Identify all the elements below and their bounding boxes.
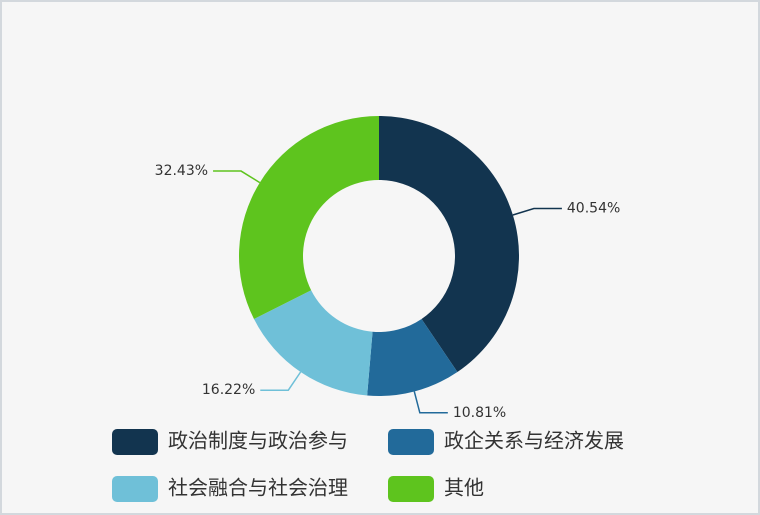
donut-slice	[367, 318, 458, 396]
donut-slice	[379, 116, 519, 372]
data-label: 40.54%	[567, 201, 620, 217]
donut-slice	[253, 290, 373, 396]
legend-label: 其他	[444, 476, 484, 500]
leader-line	[512, 207, 562, 216]
data-label: 32.43%	[155, 163, 208, 179]
legend-swatch	[388, 476, 434, 502]
legend-swatch	[112, 476, 158, 502]
legend-swatch	[388, 429, 434, 455]
legend-label: 政企关系与经济发展	[444, 429, 624, 453]
donut-slice	[238, 115, 379, 320]
legend-label: 社会融合与社会治理	[168, 476, 348, 500]
leader-line	[413, 391, 448, 414]
leader-line	[260, 371, 302, 391]
leader-line	[213, 170, 261, 184]
legend-label: 政治制度与政治参与	[168, 429, 348, 453]
data-label: 10.81%	[453, 405, 506, 421]
data-label: 16.22%	[202, 382, 255, 398]
legend-swatch	[112, 429, 158, 455]
